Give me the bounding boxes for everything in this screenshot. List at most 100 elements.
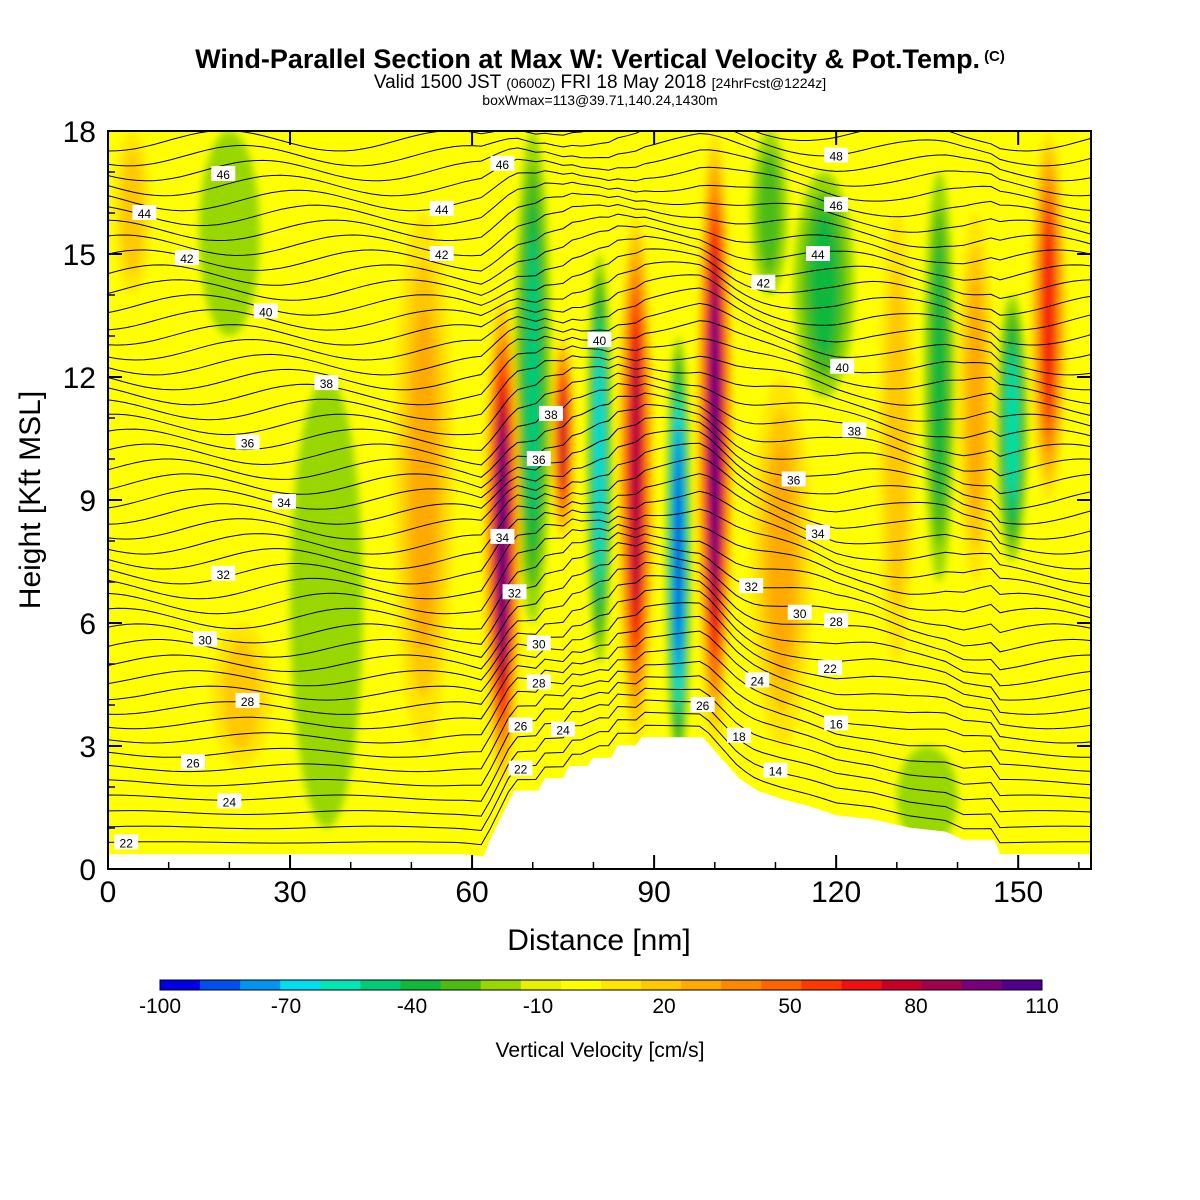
x-tick-label: 0 bbox=[100, 876, 117, 909]
theta-contour-labels: 22 24 26 28 30 32 34 36 38 40 42 44 46 44 42 46 40 38 36 34… bbox=[114, 147, 867, 850]
velocity-level bbox=[199, 131, 260, 336]
contour-label-box bbox=[538, 405, 563, 421]
theta-contour-label: 24 bbox=[217, 793, 242, 809]
contour-label-text: 44 bbox=[811, 248, 825, 262]
contour-label-text: 18 bbox=[732, 730, 746, 744]
theta-contour-label: 46 bbox=[211, 166, 236, 182]
colorbar-segment bbox=[560, 980, 602, 990]
colorbar-segment bbox=[200, 980, 241, 990]
velocity-level bbox=[675, 452, 682, 650]
theta-contour-label: 46 bbox=[490, 155, 515, 172]
theta-contour-line bbox=[108, 355, 1091, 421]
velocity-level bbox=[1044, 225, 1053, 406]
contour-label-text: 28 bbox=[241, 695, 255, 709]
theta-contour-label: 42 bbox=[429, 246, 454, 262]
velocity-level bbox=[526, 235, 540, 519]
colorbar-segment bbox=[1001, 980, 1043, 990]
contour-label-box bbox=[805, 246, 830, 261]
colorbar-segment bbox=[921, 980, 963, 990]
contour-label-text: 28 bbox=[829, 615, 843, 629]
theta-contour-label: 32 bbox=[502, 584, 527, 600]
theta-contour-line bbox=[108, 442, 1091, 540]
colorbar-segment bbox=[881, 980, 923, 990]
contour-label-text: 40 bbox=[836, 361, 850, 375]
velocity-level bbox=[896, 746, 958, 849]
y-tick-label: 6 bbox=[79, 608, 96, 641]
contour-label-text: 36 bbox=[787, 474, 801, 488]
contour-label-box bbox=[727, 727, 752, 743]
contour-label-text: 38 bbox=[848, 424, 862, 438]
x-tick-label: 90 bbox=[637, 876, 670, 909]
colorbar-tick-label: 20 bbox=[652, 995, 675, 1018]
colorbar-segment bbox=[721, 980, 762, 990]
y-tick-label: 9 bbox=[79, 485, 96, 518]
contour-label-text: 36 bbox=[241, 437, 255, 451]
theta-contour-label: 22 bbox=[114, 834, 139, 850]
contour-label-text: 36 bbox=[532, 453, 546, 467]
contour-label-box bbox=[253, 303, 278, 319]
contour-label-text: 40 bbox=[259, 305, 273, 319]
colorbar-segment bbox=[520, 980, 562, 990]
colorbar-tick-label: -40 bbox=[397, 995, 427, 1018]
contour-label-box bbox=[114, 834, 139, 850]
y-tick-label: 15 bbox=[63, 239, 96, 272]
theta-contour-label: 32 bbox=[211, 565, 236, 582]
x-tick-label: 30 bbox=[273, 876, 306, 909]
theta-contour-line bbox=[108, 675, 1091, 787]
theta-contour-line bbox=[108, 166, 1091, 212]
colorbar-tick-label: 80 bbox=[904, 995, 927, 1018]
velocity-core bbox=[393, 213, 454, 746]
theta-contour-line bbox=[108, 602, 1091, 715]
contour-label-box bbox=[490, 155, 515, 171]
contour-label-text: 26 bbox=[514, 720, 528, 734]
valid-time: Valid 1500 JST bbox=[373, 72, 501, 93]
contour-label-box bbox=[235, 692, 260, 708]
contour-label-text: 42 bbox=[435, 248, 449, 262]
theta-contour-label: 22 bbox=[508, 760, 533, 777]
contour-label-text: 14 bbox=[769, 765, 783, 779]
contour-label-box bbox=[824, 196, 849, 212]
x-axis-label: Distance [nm] bbox=[507, 924, 690, 957]
theta-contour-label: 30 bbox=[193, 631, 218, 647]
contour-label-box bbox=[526, 635, 551, 651]
contour-label-text: 46 bbox=[217, 168, 231, 182]
contour-label-text: 34 bbox=[811, 527, 825, 541]
theta-contour-label: 46 bbox=[824, 196, 849, 213]
contour-label-box bbox=[842, 422, 867, 438]
theta-contour-label: 44 bbox=[429, 200, 454, 217]
velocity-core bbox=[751, 377, 812, 746]
theta-contour-line bbox=[108, 523, 1091, 615]
theta-contour-line bbox=[108, 456, 1091, 555]
colorbar-tick-label: 50 bbox=[778, 995, 801, 1018]
theta-contour-line bbox=[108, 372, 1091, 451]
velocity-core bbox=[1030, 131, 1067, 500]
contour-label-text: 26 bbox=[696, 699, 710, 713]
velocity-core bbox=[114, 131, 151, 295]
theta-contour-label: 40 bbox=[587, 332, 612, 348]
contour-label-text: 42 bbox=[757, 277, 771, 291]
theta-contour-label: 38 bbox=[538, 405, 563, 422]
chart-subtitle: Valid 1500 JST (0600Z) FRI 18 May 2018 [… bbox=[0, 72, 1200, 94]
contour-label-box bbox=[824, 147, 849, 163]
velocity-core bbox=[896, 746, 958, 849]
colorbar-segment bbox=[440, 980, 482, 990]
theta-contour-line bbox=[108, 213, 1091, 272]
y-tick-label: 12 bbox=[63, 362, 96, 395]
theta-contour-label: 30 bbox=[787, 604, 812, 621]
colorbar-segment bbox=[320, 980, 361, 990]
theta-contour-line bbox=[108, 473, 1091, 570]
theta-contour-label: 26 bbox=[690, 697, 715, 713]
velocity-core bbox=[957, 213, 994, 582]
contour-label-box bbox=[271, 494, 296, 510]
y-tick-label: 3 bbox=[79, 731, 96, 764]
theta-contour-line bbox=[108, 687, 1091, 802]
contour-label-text: 44 bbox=[138, 207, 152, 221]
colorbar-segment bbox=[961, 980, 1003, 990]
theta-contour-line bbox=[108, 382, 1091, 466]
contour-label-box bbox=[502, 584, 527, 600]
contour-label-text: 44 bbox=[435, 203, 449, 217]
theta-contour-label: 42 bbox=[751, 274, 776, 291]
theta-contour-label: 44 bbox=[132, 205, 157, 221]
